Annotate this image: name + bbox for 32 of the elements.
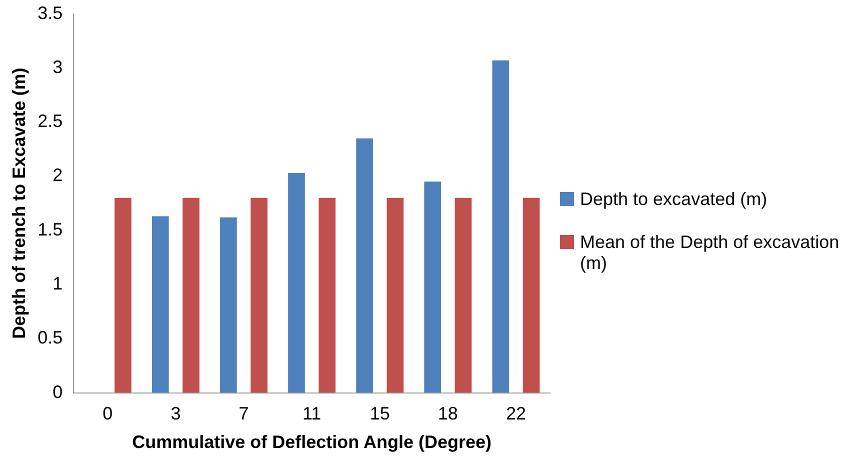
y-tick-label: 3 — [52, 56, 63, 77]
x-tick-label: 22 — [506, 404, 526, 424]
bar — [114, 198, 132, 393]
bar — [152, 216, 169, 393]
y-tick-label: 1.5 — [38, 219, 63, 240]
bar — [492, 60, 510, 393]
x-tick-label: 3 — [170, 404, 181, 424]
bar — [250, 198, 268, 393]
legend-label: Depth to excavated (m) — [580, 189, 768, 210]
y-tick-label: 3.5 — [38, 2, 63, 23]
bar — [220, 217, 237, 393]
y-tick-label: 2 — [52, 165, 63, 186]
x-tick-label: 0 — [102, 404, 113, 424]
bar — [424, 182, 442, 393]
bar — [522, 198, 540, 393]
y-tick-label: 0 — [52, 382, 63, 402]
x-tick-label: 11 — [302, 404, 322, 424]
bar — [288, 172, 305, 393]
x-tick-label: 15 — [370, 404, 390, 424]
y-axis-title: Depth of trench to Excavate (m) — [8, 68, 29, 339]
bar — [182, 198, 200, 393]
y-tick-label: 2.5 — [38, 111, 63, 132]
x-tick-label: 7 — [238, 404, 249, 424]
x-axis-title: Cummulative of Deflection Angle (Degree) — [132, 432, 492, 452]
bar — [318, 198, 336, 393]
x-tick-label: 18 — [438, 404, 458, 424]
y-tick-label: 0.5 — [38, 328, 63, 348]
bar — [454, 198, 472, 393]
y-tick-label: 1 — [52, 273, 63, 294]
bar — [386, 198, 404, 393]
legend-label: Mean of the Depth of excavation (m) — [580, 232, 840, 274]
bar — [356, 138, 373, 393]
